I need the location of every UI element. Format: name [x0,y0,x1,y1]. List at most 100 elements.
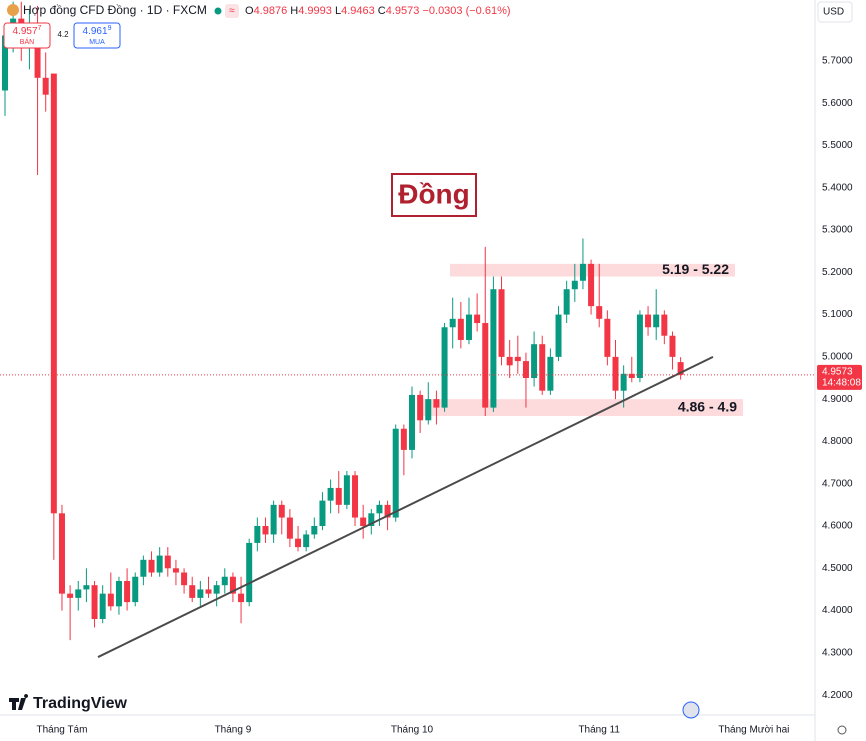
x-tick-label: Tháng Mười hai [718,725,789,736]
candle-body [254,525,261,543]
candle-body [409,394,415,450]
candle-body [433,399,440,408]
candle-body [335,487,342,505]
candle-body [465,314,472,340]
candle-body [636,314,643,379]
annotation: Đồng [398,178,470,209]
y-tick-label: 4.9000 [822,394,853,405]
x-tick-label: Tháng 9 [215,725,252,736]
ohlc-value: 4.9876 [254,5,288,17]
candle-body [34,22,41,78]
candle-body [124,580,131,603]
candle-body [514,356,521,362]
buy-price[interactable]: 4.9619 [83,25,112,37]
y-tick-label: 4.3000 [822,647,853,658]
candle-body [661,314,668,336]
ohlc-key: C [378,5,386,17]
candle-body [522,361,529,379]
status-dot [214,7,222,15]
candle-body [563,289,570,315]
candle-body [392,428,399,518]
y-tick-label: 5.0000 [822,352,853,363]
candle-body [368,513,375,526]
status-pill [225,4,239,18]
spread: 4.2 [57,30,69,39]
buy-pip[interactable]: 9 [108,25,112,32]
candle-body [571,280,578,290]
buy-button[interactable] [73,22,121,49]
candle-body [278,504,285,518]
sell-label[interactable]: BÁN [20,37,34,46]
y-tick-label: 5.4000 [822,182,853,193]
zone-label: 4.86 - 4.9 [678,398,737,414]
candle-body [181,572,188,586]
y-tick-label: 4.4000 [822,605,853,616]
y-tick-label: 5.6000 [822,98,853,109]
ohlc: O4.9876 H4.9993 L4.9463 C4.9573 −0.0303 … [245,5,511,17]
zone-label: 5.19 - 5.22 [662,261,729,277]
candle-body [555,314,562,357]
candle-body [579,263,586,281]
status-approx: ≈ [229,6,235,17]
candle-body [172,568,179,573]
candle-body [148,559,155,573]
ohlc-value: 4.9573 [386,5,420,17]
candle-body [2,35,8,91]
sell-price-main[interactable]: 4.957 [13,26,38,37]
logo-icon [9,694,29,710]
candle-body [229,576,236,594]
plot-area: 5.19 - 5.22 4.86 - 4.9 [0,1,815,658]
candle-body [99,593,106,620]
currency-button[interactable] [817,1,853,23]
candle-body [425,399,432,421]
last-price-box [817,364,862,390]
candle-body [205,589,212,594]
candle-body [645,314,652,328]
zone [420,399,743,417]
candle-body [441,327,448,408]
candle-body [482,323,489,408]
buy-label[interactable]: MUA [89,39,105,46]
ohlc-key: L [335,5,341,17]
y-tick-label: 5.1000 [822,309,853,320]
candle-body [270,504,277,535]
candle-body [262,525,269,535]
currency[interactable]: USD [823,7,844,18]
y-tick-label: 5.3000 [822,225,853,236]
candle-body [612,356,619,391]
candle-body [376,504,383,514]
y-tick-label: 4.5000 [822,563,853,574]
ohlc-change: −0.0303 (−0.61%) [422,5,510,17]
candle-body [417,394,424,421]
candle-body [189,585,196,598]
candle-body [669,335,676,357]
candle-body [352,475,359,518]
settings-icon[interactable] [837,725,847,735]
x-tick-label: Tháng 11 [578,725,620,736]
y-tick-label: 5.2000 [822,267,853,278]
sell-button[interactable] [3,22,51,49]
sell-price[interactable]: 4.9577 [13,25,42,37]
candle-body [474,314,481,324]
candle-body [384,504,391,518]
candle-body [360,517,367,526]
candle-body [490,289,497,408]
candle-body [156,555,163,573]
sell-pip[interactable]: 7 [38,25,42,32]
candle-body [677,362,684,375]
y-tick-label: 4.8000 [822,436,853,447]
candle-body [531,344,538,379]
candle-body [140,559,147,577]
candle-body [449,318,456,328]
candle-body [400,428,407,450]
event-icon[interactable] [682,701,700,719]
symbol-icon [7,4,19,16]
ohlc-key: O [245,5,254,17]
buy-price-main[interactable]: 4.961 [83,26,108,37]
annotation-box [391,173,477,217]
candle-body [115,580,122,607]
candle-body [295,538,302,548]
candle-body [547,356,554,391]
